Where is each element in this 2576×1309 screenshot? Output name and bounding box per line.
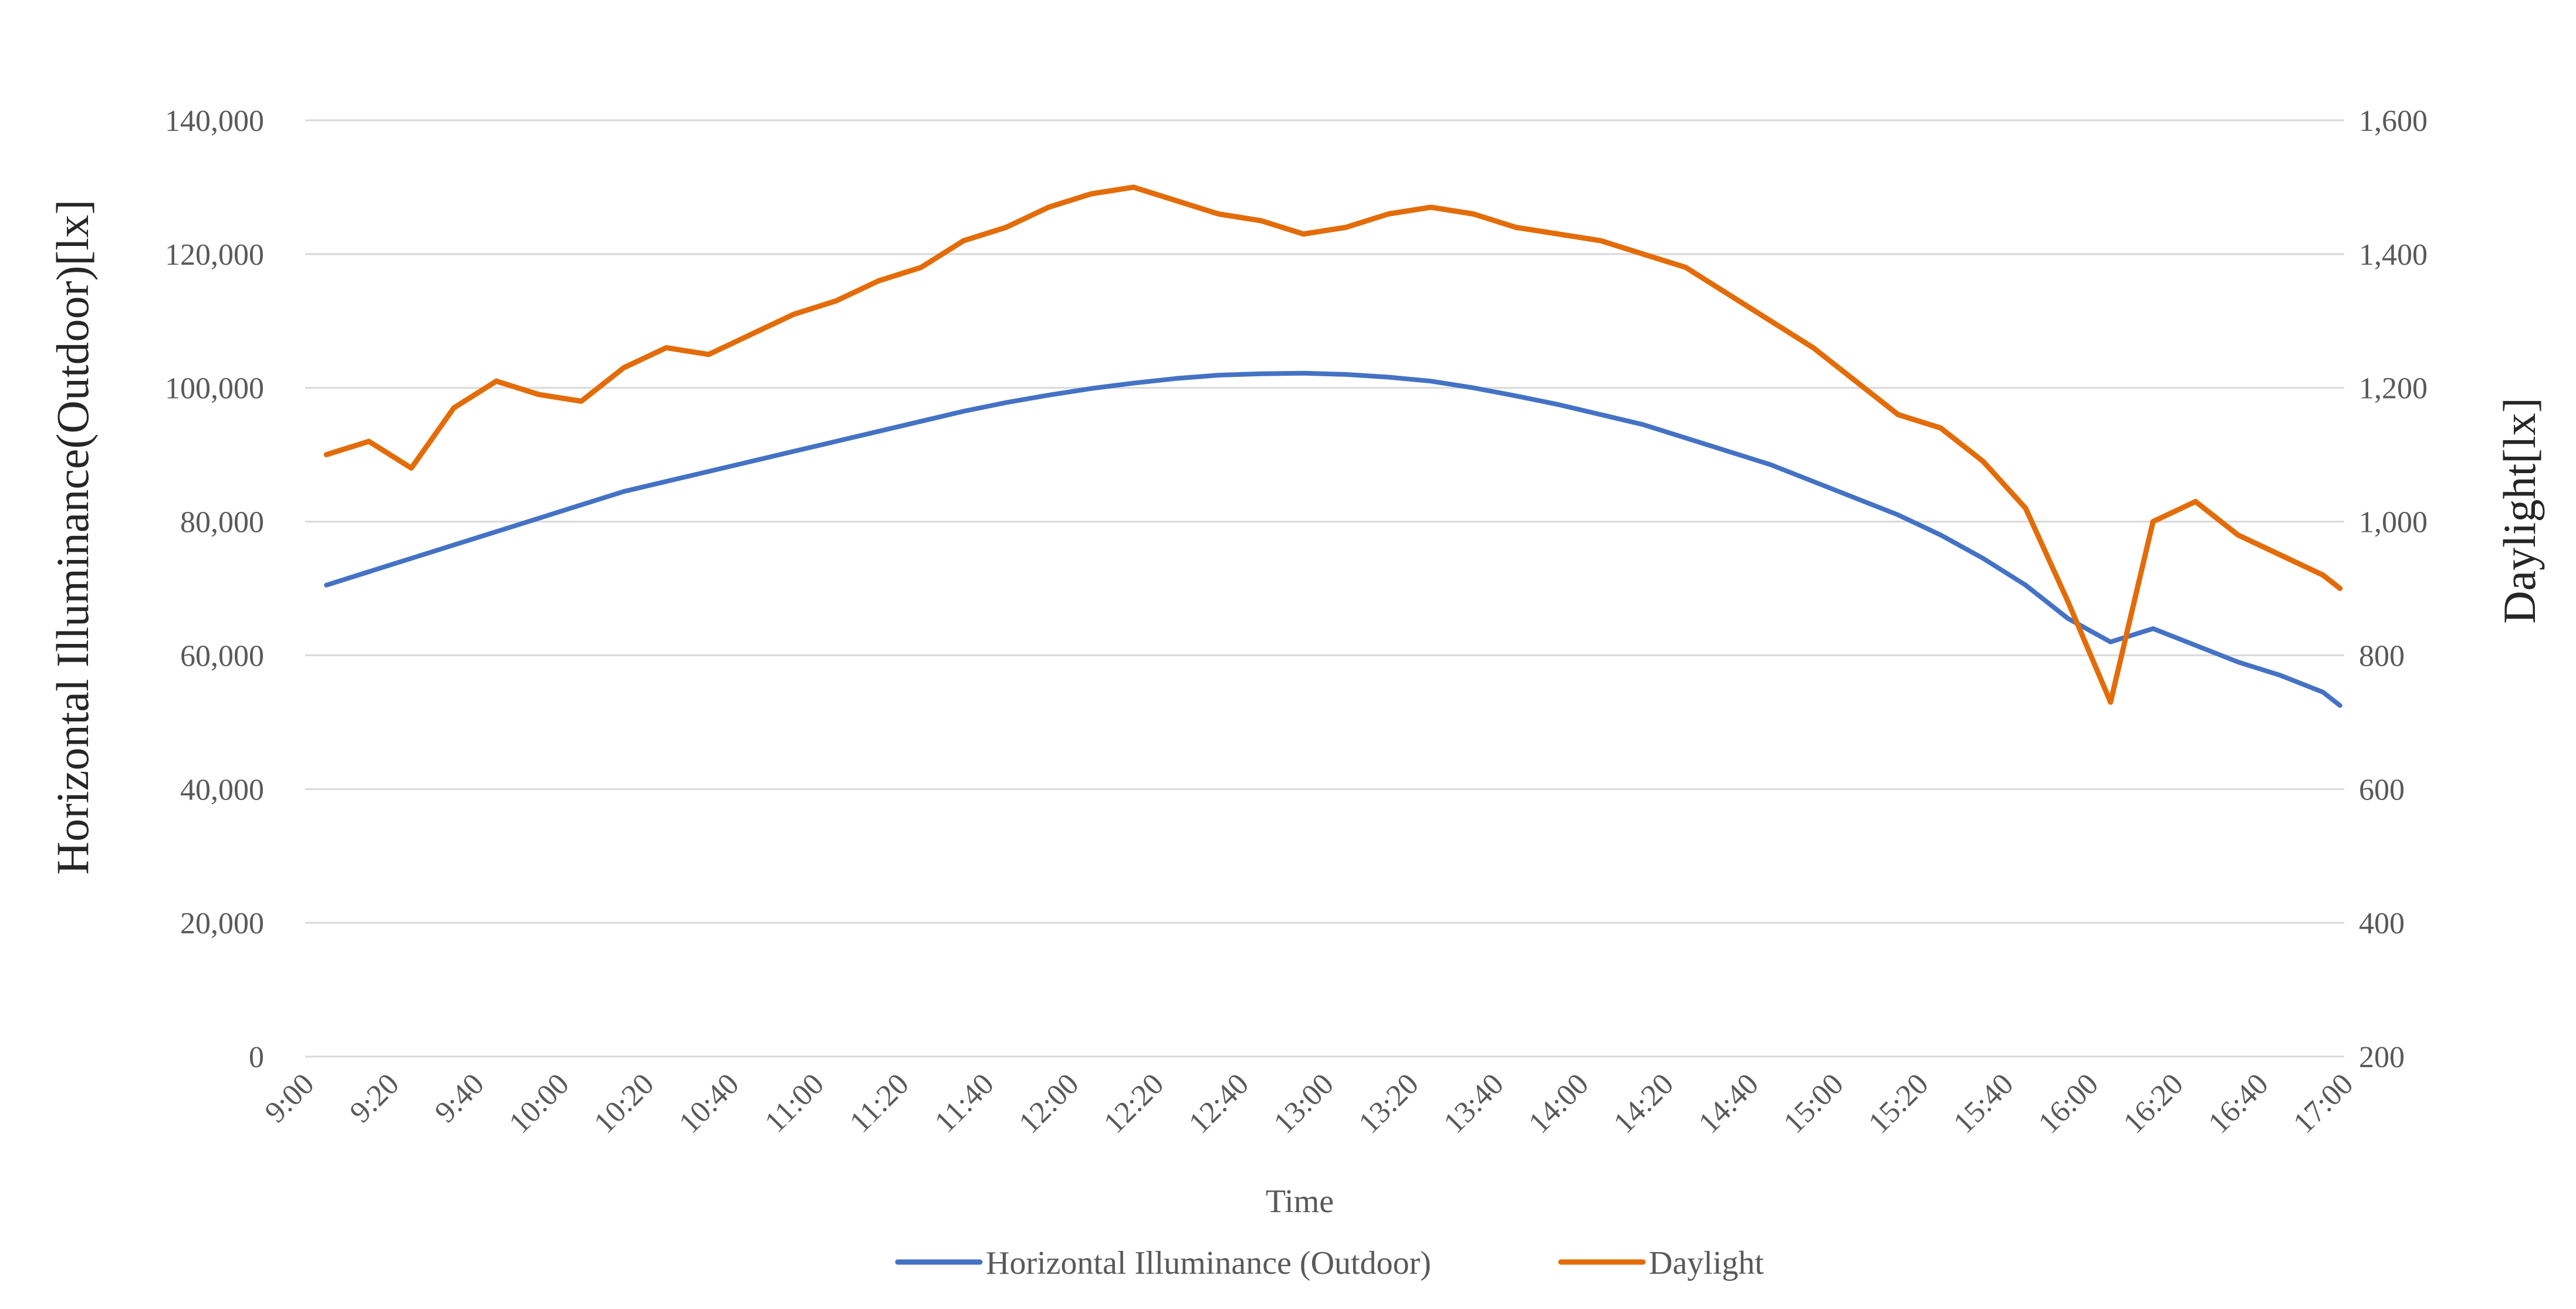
right-axis-ticks: 200 400 600 800 1,000 1,200 1,400 1,600	[2359, 104, 2428, 1074]
x-tick-label: 10:20	[588, 1067, 661, 1140]
y-tick-label: 120,000	[165, 238, 264, 272]
y-tick-label: 0	[249, 1041, 264, 1074]
y-tick-label: 140,000	[165, 104, 264, 138]
x-tick-label: 13:20	[1353, 1067, 1425, 1140]
x-tick-label: 10:40	[672, 1067, 745, 1140]
y2-tick-label: 1,000	[2359, 506, 2428, 539]
y2-tick-label: 1,200	[2359, 372, 2428, 406]
legend-label-daylight: Daylight	[1649, 1245, 1764, 1281]
y-tick-label: 100,000	[165, 372, 264, 406]
x-axis-ticks: 9:00 9:20 9:40 10:00 10:20 10:40 11:00 11:20 11:…	[259, 1067, 2360, 1140]
x-tick-label: 17:00	[2287, 1067, 2359, 1140]
x-tick-label: 15:00	[1777, 1067, 1850, 1140]
series-line-daylight	[323, 184, 2343, 705]
y2-tick-label: 600	[2359, 773, 2405, 807]
y2-tick-label: 400	[2359, 907, 2405, 940]
x-axis-title: Time	[1266, 1183, 1334, 1220]
y-axis-title: Horizontal Illuminance(Outdoor)[lx]	[47, 200, 98, 875]
x-tick-label: 12:20	[1097, 1067, 1170, 1140]
x-tick-label: 14:20	[1607, 1067, 1680, 1140]
y2-tick-label: 1,400	[2359, 238, 2428, 272]
x-tick-label: 9:40	[428, 1067, 491, 1129]
x-tick-label: 16:40	[2202, 1067, 2275, 1140]
x-tick-label: 10:00	[503, 1067, 576, 1140]
series-lines	[323, 184, 2343, 708]
x-tick-label: 15:40	[1947, 1067, 2020, 1140]
y2-tick-label: 1,600	[2359, 104, 2428, 138]
x-tick-label: 15:20	[1862, 1067, 1935, 1140]
x-tick-label: 11:00	[759, 1067, 831, 1139]
x-tick-label: 9:20	[344, 1067, 406, 1129]
left-axis-ticks: 0 20,000 40,000 60,000 80,000 100,000 120,000 1…	[165, 104, 264, 1074]
y-tick-label: 80,000	[180, 506, 264, 539]
y2-axis-title: Daylight[lx]	[2494, 397, 2545, 624]
x-tick-label: 16:00	[2032, 1067, 2105, 1140]
legend-label-horizontal-illuminance: Horizontal Illuminance (Outdoor)	[986, 1245, 1431, 1281]
series-line-horizontal-illuminance-outdoor	[324, 370, 2342, 708]
x-tick-label: 13:00	[1267, 1067, 1340, 1140]
y-tick-label: 20,000	[180, 907, 264, 940]
gridlines	[305, 119, 2344, 1058]
x-tick-label: 12:40	[1182, 1067, 1255, 1140]
legend: Horizontal Illuminance (Outdoor) Dayligh…	[895, 1245, 1764, 1281]
x-tick-label: 9:00	[259, 1067, 321, 1129]
x-tick-label: 11:20	[843, 1067, 915, 1139]
x-tick-label: 13:40	[1438, 1067, 1510, 1140]
x-tick-label: 12:00	[1013, 1067, 1086, 1140]
y2-tick-label: 800	[2359, 639, 2405, 673]
x-tick-label: 11:40	[928, 1067, 1000, 1139]
y2-tick-label: 200	[2359, 1041, 2405, 1074]
x-tick-label: 16:20	[2117, 1067, 2190, 1140]
x-tick-label: 14:00	[1522, 1067, 1595, 1140]
y-tick-label: 40,000	[180, 773, 264, 807]
y-tick-label: 60,000	[180, 639, 264, 673]
x-tick-label: 14:40	[1692, 1067, 1765, 1140]
